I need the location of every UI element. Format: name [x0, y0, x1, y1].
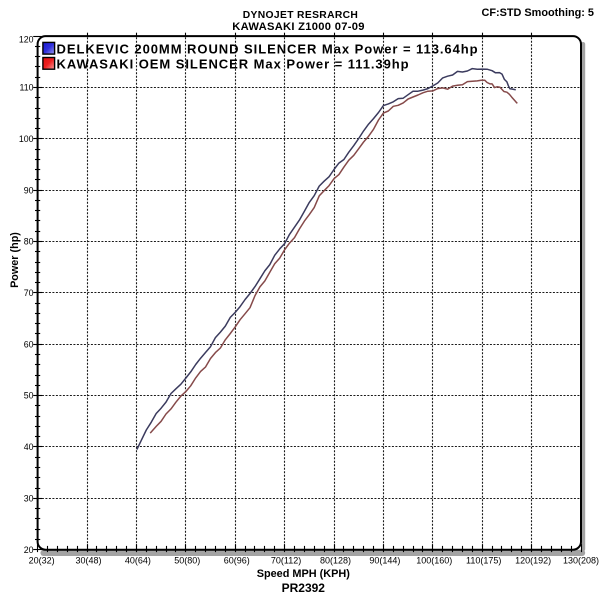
svg-text:90(144): 90(144) [369, 556, 400, 566]
svg-text:100(160): 100(160) [416, 556, 452, 566]
svg-text:100: 100 [19, 134, 34, 144]
svg-text:50(80): 50(80) [174, 556, 200, 566]
svg-text:30: 30 [24, 493, 34, 503]
svg-text:120(192): 120(192) [515, 556, 551, 566]
svg-text:50: 50 [24, 391, 34, 401]
svg-text:KAWASAKI OEM SILENCER Max Powe: KAWASAKI OEM SILENCER Max Power = 111.39… [57, 56, 410, 71]
svg-text:CF:STD Smoothing: 5: CF:STD Smoothing: 5 [481, 7, 594, 19]
svg-text:130(208): 130(208) [563, 556, 599, 566]
svg-text:PR2392: PR2392 [282, 581, 326, 595]
svg-text:90: 90 [24, 185, 34, 195]
svg-text:70: 70 [24, 288, 34, 298]
svg-text:DELKEVIC 200MM ROUND SILENCER: DELKEVIC 200MM ROUND SILENCER Max Power … [57, 42, 479, 57]
svg-text:20: 20 [24, 545, 34, 555]
svg-text:60(96): 60(96) [224, 556, 250, 566]
svg-text:Power (hp): Power (hp) [9, 232, 21, 288]
svg-text:110: 110 [19, 83, 33, 93]
svg-text:40(64): 40(64) [125, 556, 151, 566]
svg-text:20(32): 20(32) [29, 556, 55, 566]
svg-text:KAWASAKI Z1000 07-09: KAWASAKI Z1000 07-09 [232, 21, 364, 33]
svg-text:80(128): 80(128) [320, 556, 351, 566]
svg-text:110(175): 110(175) [466, 556, 501, 566]
svg-text:Speed MPH (KPH): Speed MPH (KPH) [257, 568, 351, 580]
svg-text:70(112): 70(112) [271, 556, 301, 566]
svg-text:60: 60 [24, 339, 34, 349]
svg-text:80: 80 [24, 237, 34, 247]
svg-text:DYNOJET RESRARCH: DYNOJET RESRARCH [243, 10, 358, 21]
svg-text:40: 40 [24, 442, 34, 452]
svg-text:30(48): 30(48) [75, 556, 101, 566]
svg-text:120: 120 [19, 35, 34, 45]
